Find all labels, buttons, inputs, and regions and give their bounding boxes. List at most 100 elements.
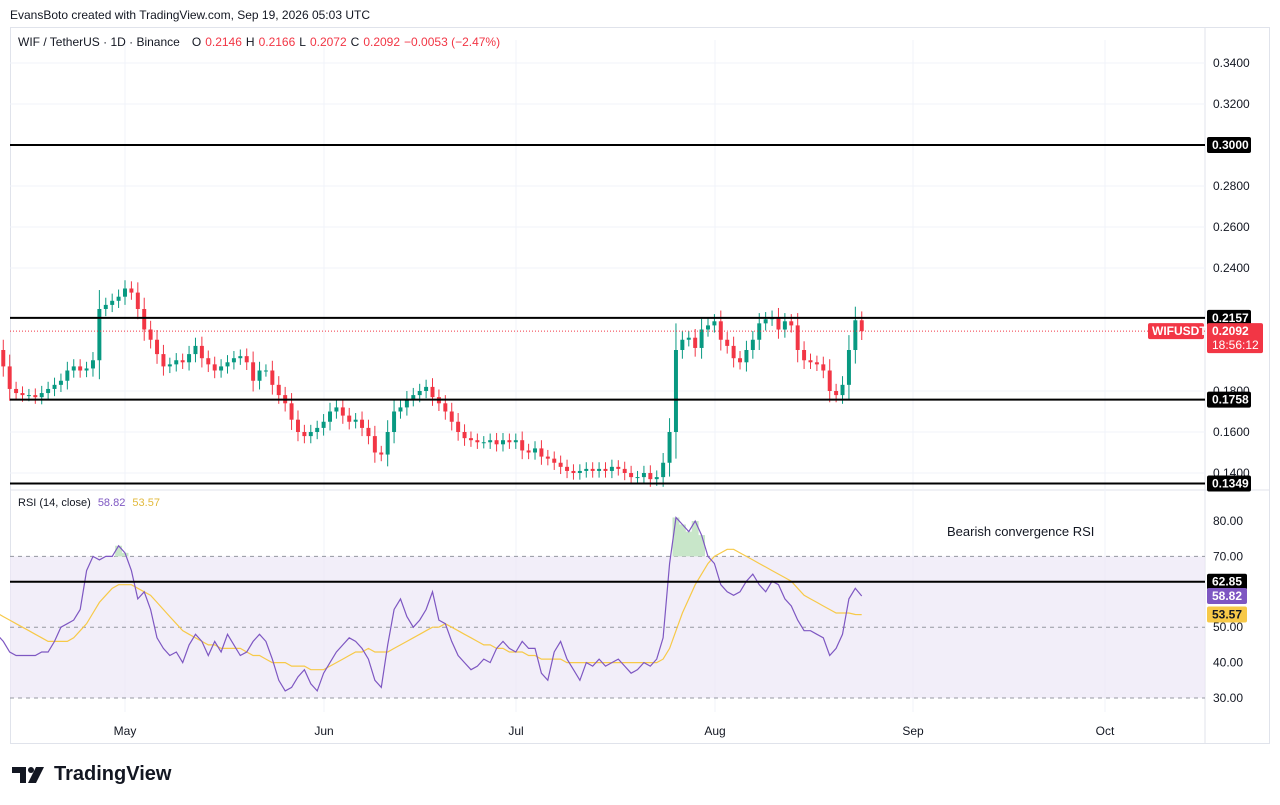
countdown-label: 18:56:12 [1212, 338, 1259, 352]
candle-body [155, 339, 160, 355]
candle-body [417, 391, 422, 396]
candle-body [782, 321, 787, 330]
candle-body [481, 442, 486, 444]
candle-body [20, 393, 25, 396]
candle-body [584, 468, 589, 471]
candle-body [231, 358, 236, 363]
candle-body [840, 384, 845, 396]
candle-body [251, 362, 256, 381]
rsi-value-label: 58.82 [1212, 589, 1242, 603]
candle-body [757, 323, 762, 340]
candle-body [706, 325, 710, 330]
candle-body [315, 427, 320, 432]
rsi-tick-label: 70.00 [1213, 549, 1243, 563]
candle-body [673, 350, 678, 432]
candle-body [494, 440, 499, 445]
candle-body [513, 440, 518, 443]
candle-body [808, 360, 813, 363]
candle-body [609, 466, 614, 471]
symbol-tag-label: WIFUSDT [1152, 324, 1207, 338]
candle-body [686, 337, 691, 340]
price-tick-label: 0.2600 [1213, 220, 1250, 234]
symbol-tag [1148, 323, 1204, 340]
tradingview-wordmark: TradingView [54, 763, 172, 785]
low-value: 0.2072 [309, 35, 347, 49]
level-tag-label: 0.2157 [1212, 311, 1249, 325]
candle-body [731, 345, 736, 359]
candle-body [244, 356, 249, 363]
candle-body [302, 432, 307, 437]
open-value: 0.2146 [205, 35, 242, 49]
close-value: 0.2092 [363, 35, 401, 49]
candle-body [718, 321, 723, 340]
time-tick-label: Oct [1096, 724, 1115, 738]
candle-body [90, 360, 95, 369]
candle-body [26, 395, 31, 397]
rsi-legend-value: 58.82 [97, 497, 126, 509]
candle-body [571, 470, 576, 473]
candle-body [353, 419, 358, 422]
candle-body [795, 325, 800, 350]
rsi-title[interactable]: RSI (14, close) [18, 497, 91, 509]
candle-body [443, 403, 448, 412]
candle-body [328, 411, 332, 422]
symbol-name[interactable]: WIF / TetherUS · 1D · Binance [18, 35, 180, 49]
candle-body [789, 321, 794, 326]
time-tick-label: Sep [902, 724, 924, 738]
rsi-overbought-fill [115, 517, 706, 557]
candle-body [693, 337, 698, 348]
candle-body [533, 448, 538, 453]
candle-body [385, 432, 390, 455]
candle-body [276, 384, 281, 396]
candle-body [347, 415, 352, 422]
rsi-level-tag [1207, 573, 1247, 590]
candle-body [468, 438, 473, 441]
candle-body [366, 427, 371, 437]
candle-body [603, 468, 608, 471]
candle-body [263, 370, 268, 372]
candle-body [97, 309, 102, 361]
tradingview-logo-icon [12, 766, 44, 783]
rsi-annotation: Bearish convergence RSI [947, 524, 1095, 539]
candle-body [475, 440, 480, 443]
candle-body [33, 395, 38, 398]
rsi-line [0, 516, 863, 693]
candle-body [411, 395, 416, 400]
tradingview-logo[interactable]: TradingView [12, 763, 171, 786]
candle-body [193, 345, 198, 355]
candle-body [654, 477, 659, 480]
candle-body [148, 329, 153, 340]
rsi-tick-label: 30.00 [1213, 691, 1243, 705]
candle-body [1, 350, 6, 367]
candle-body [539, 448, 544, 457]
candle-body [161, 354, 166, 367]
candle-body [7, 366, 12, 389]
open-label: O [191, 35, 202, 49]
rsi-legend: RSI (14, close) 58.82 53.57 [18, 497, 160, 509]
candle-body [667, 432, 672, 463]
chart-attribution: EvansBoto created with TradingView.com, … [10, 8, 370, 22]
candle-body [372, 436, 377, 453]
price-tick-label: 0.2400 [1213, 261, 1250, 275]
candle-body [763, 319, 768, 324]
candle-body [699, 329, 704, 348]
candle-body [39, 393, 44, 398]
candle-body [488, 440, 493, 443]
level-tag [1207, 475, 1251, 492]
candle-body [398, 407, 403, 412]
rsi-tick-label: 80.00 [1213, 514, 1243, 528]
last-price-label: 0.2092 [1212, 324, 1249, 338]
candle-body [597, 468, 602, 471]
rsi-level-label: 62.85 [1212, 575, 1242, 589]
candle-body [334, 407, 339, 412]
candle-body [270, 370, 275, 385]
candle-body [545, 456, 550, 459]
time-tick-label: May [114, 724, 137, 738]
candle-body [846, 350, 851, 385]
candle-body [776, 317, 781, 330]
level-tag [1207, 137, 1251, 153]
price-tick-label: 0.1600 [1213, 425, 1250, 439]
candle-body [225, 362, 230, 367]
